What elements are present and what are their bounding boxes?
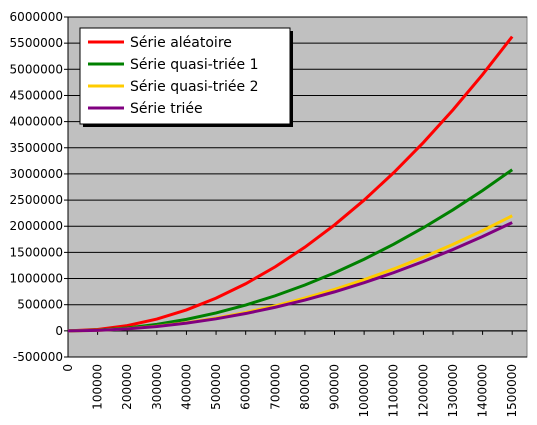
x-tick-label: 1000000 (357, 364, 371, 417)
x-tick-label: 1300000 (446, 364, 460, 417)
y-tick-label: -500000 (13, 350, 63, 364)
y-tick-label: 4000000 (10, 115, 63, 129)
y-tick-label: 2000000 (10, 219, 63, 233)
x-tick-label: 1100000 (387, 364, 401, 417)
x-tick-label: 1200000 (416, 364, 430, 417)
y-tick-label: 3500000 (10, 141, 63, 155)
x-tick-label: 500000 (209, 364, 223, 410)
series-line (67, 35, 514, 333)
y-tick-label: 5000000 (10, 62, 63, 76)
x-tick-label: 1500000 (505, 364, 519, 417)
legend-label: Série triée (130, 101, 203, 117)
x-tick-label: 700000 (268, 364, 282, 410)
y-tick-label: 1000000 (10, 272, 63, 286)
legend-label: Série aléatoire (130, 35, 232, 51)
y-tick-label: 6000000 (10, 10, 63, 24)
y-tick-label: 5500000 (10, 36, 63, 50)
series-line (67, 221, 513, 333)
x-tick-label: 100000 (91, 364, 105, 410)
y-tick-label: 1500000 (10, 245, 63, 259)
y-tick-label: 2500000 (10, 193, 63, 207)
x-tick-label: 800000 (298, 364, 312, 410)
x-tick-label: 0 (61, 364, 75, 372)
x-tick-label: 600000 (239, 364, 253, 410)
x-tick-label: 300000 (150, 364, 164, 410)
x-tick-label: 1400000 (476, 364, 490, 417)
y-tick-label: 0 (55, 324, 63, 338)
x-tick-label: 200000 (120, 364, 134, 410)
legend-label: Série quasi-triée 2 (130, 79, 259, 95)
x-tick-label: 400000 (179, 364, 193, 410)
y-tick-label: 4500000 (10, 88, 63, 102)
y-tick-label: 500000 (17, 298, 63, 312)
y-tick-label: 3000000 (10, 167, 63, 181)
x-tick-label: 900000 (328, 364, 342, 410)
legend-label: Série quasi-triée 1 (130, 57, 259, 73)
